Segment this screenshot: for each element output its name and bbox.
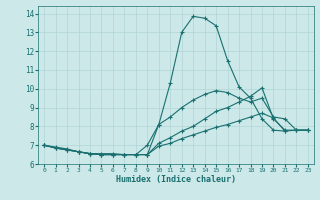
- X-axis label: Humidex (Indice chaleur): Humidex (Indice chaleur): [116, 175, 236, 184]
